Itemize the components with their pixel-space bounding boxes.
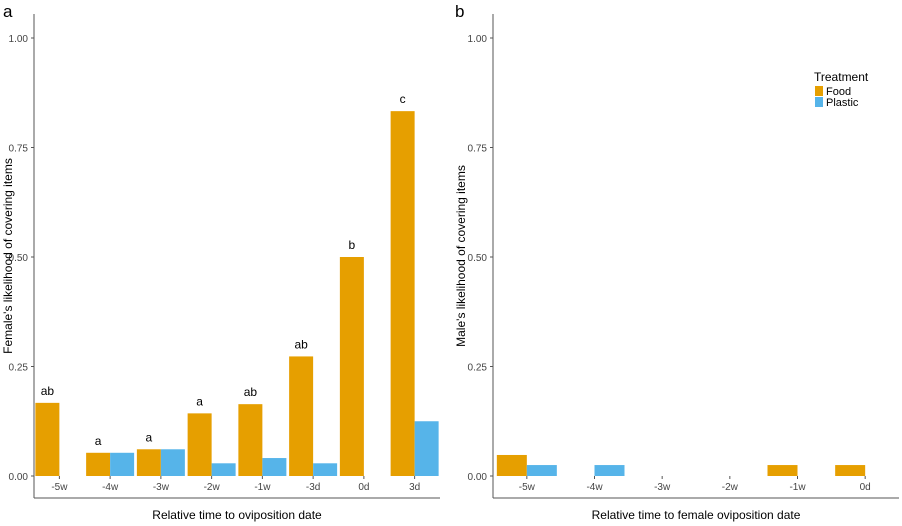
panel-b-bars: [496, 454, 866, 476]
b-bar-plastic--5w: [526, 465, 557, 476]
legend-title: Treatment: [814, 70, 869, 84]
a-bar-plastic--4w: [110, 452, 135, 476]
panel-b-y-ticks: 0.00 0.25 0.50 0.75 1.00: [468, 34, 493, 483]
a-bar-food--2w: [187, 413, 212, 476]
panel-a-bars: [35, 111, 439, 477]
legend-label-food: Food: [826, 86, 851, 98]
a-x-tick-label: -5w: [51, 482, 68, 493]
a-x-tick-label: -2w: [204, 482, 221, 493]
b-x-tick-label: -2w: [722, 482, 739, 493]
b-bar-food-0d: [835, 465, 866, 476]
panel-a-annotations: ab a a a ab ab b c: [41, 92, 406, 448]
a-significance-label: a: [196, 394, 203, 408]
a-bar-food--4w: [86, 452, 111, 476]
b-y-tick-label: 0.25: [468, 363, 488, 374]
a-bar-plastic--3d: [313, 463, 338, 476]
a-bar-plastic-3d: [414, 421, 439, 476]
panel-b-x-axis-label: Relative time to female oviposition date: [592, 508, 801, 522]
a-x-tick-label: -4w: [102, 482, 119, 493]
panel-a-y-ticks: 0.00 0.25 0.50 0.75 1.00: [9, 34, 34, 483]
panel-a-chart: a 0.00 0.25 0.50 0.75 1.00 ab a a a ab ab b c -5w -4…: [1, 2, 440, 522]
a-bar-plastic--1w: [262, 458, 287, 476]
panel-a-label: a: [3, 2, 13, 21]
a-significance-label: ab: [244, 385, 258, 399]
a-y-tick-label: 0.50: [9, 253, 29, 264]
a-significance-label: ab: [41, 384, 55, 398]
b-y-tick-label: 0.00: [468, 472, 488, 483]
a-y-tick-label: 0.25: [9, 363, 29, 374]
legend-swatch-food: [815, 86, 823, 96]
a-x-tick-label: 0d: [358, 482, 369, 493]
a-y-tick-label: 1.00: [9, 34, 29, 45]
a-bar-food--3d: [289, 356, 314, 476]
a-bar-food-3d: [390, 111, 415, 477]
b-y-tick-label: 0.75: [468, 144, 488, 155]
legend-label-plastic: Plastic: [826, 97, 859, 109]
panel-a-y-axis-label: Female's likelihood of covering items: [1, 158, 15, 354]
b-y-tick-label: 1.00: [468, 34, 488, 45]
a-significance-label: ab: [294, 337, 308, 351]
a-x-tick-label: -3d: [306, 482, 320, 493]
b-x-tick-label: -1w: [789, 482, 806, 493]
a-significance-label: b: [349, 238, 356, 252]
a-bar-plastic--2w: [211, 463, 236, 476]
a-bar-food--5w: [35, 402, 60, 476]
b-bar-food--1w: [767, 465, 798, 476]
panel-a-x-ticks: -5w -4w -3w -2w -1w -3d 0d 3d: [51, 476, 420, 493]
a-x-tick-label: -1w: [254, 482, 271, 493]
a-x-tick-label: 3d: [409, 482, 420, 493]
a-bar-food-0d: [339, 257, 364, 476]
b-bar-plastic--4w: [594, 465, 625, 476]
b-x-tick-label: -3w: [654, 482, 671, 493]
a-significance-label: c: [400, 92, 406, 106]
panel-b-chart: b 0.00 0.25 0.50 0.75 1.00 -5w -4w -3w -2w -1w 0d…: [454, 2, 899, 522]
legend: Treatment Food Plastic: [814, 70, 869, 109]
panel-b-label: b: [455, 2, 464, 21]
b-y-tick-label: 0.50: [468, 253, 488, 264]
a-bar-food--3w: [136, 449, 161, 476]
a-significance-label: a: [95, 434, 102, 448]
b-x-tick-label: -5w: [519, 482, 536, 493]
legend-swatch-plastic: [815, 97, 823, 107]
a-bar-food--1w: [238, 404, 263, 476]
panel-a-x-axis-label: Relative time to oviposition date: [152, 508, 322, 522]
b-x-tick-label: -4w: [586, 482, 603, 493]
b-bar-food--5w: [496, 454, 527, 476]
a-significance-label: a: [146, 430, 153, 444]
a-y-tick-label: 0.75: [9, 144, 29, 155]
panel-b-x-ticks: -5w -4w -3w -2w -1w 0d: [519, 476, 871, 493]
b-x-tick-label: 0d: [860, 482, 871, 493]
a-x-tick-label: -3w: [153, 482, 170, 493]
a-bar-plastic--3w: [160, 449, 185, 476]
panel-b-y-axis-label: Male's likelihood of covering items: [454, 165, 468, 347]
a-y-tick-label: 0.00: [9, 472, 29, 483]
